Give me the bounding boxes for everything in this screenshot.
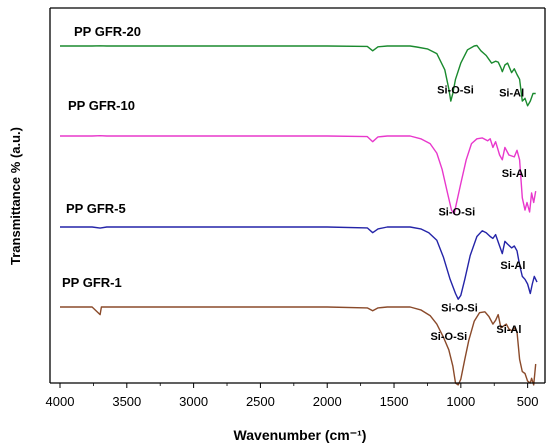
x-axis-title: Wavenumber (cm⁻¹) xyxy=(234,427,367,443)
axes-layer xyxy=(49,7,546,384)
peak-annotation: Si-Al xyxy=(496,324,521,336)
series-line-pp-gfr-5 xyxy=(60,226,538,300)
x-tick-label: 1500 xyxy=(380,394,409,409)
series-label: PP GFR-1 xyxy=(62,275,122,290)
peak-annotation: Si-Al xyxy=(500,260,525,272)
peak-annotation: Si-O-Si xyxy=(438,206,475,218)
x-tick-label: 500 xyxy=(517,394,539,409)
series-line-pp-gfr-20 xyxy=(60,44,536,107)
x-tick-label: 2000 xyxy=(313,394,342,409)
series-line-pp-gfr-10 xyxy=(60,135,537,215)
series-label: PP GFR-10 xyxy=(68,98,135,113)
x-tick-label: 4000 xyxy=(46,394,75,409)
series-line-pp-gfr-1 xyxy=(60,306,537,386)
peak-annotation: Si-O-Si xyxy=(437,84,474,96)
x-tick-label: 3500 xyxy=(112,394,141,409)
x-tick-label: 2500 xyxy=(246,394,275,409)
x-tick-label: 1000 xyxy=(446,394,475,409)
x-tick-layer: 4000 3500 3000 2500 2000 1500 1000 500 xyxy=(46,383,539,409)
peak-annotation: Si-Al xyxy=(502,168,527,180)
series-layer xyxy=(60,44,538,386)
x-tick-label: 3000 xyxy=(179,394,208,409)
series-label: PP GFR-20 xyxy=(74,24,141,39)
peak-annotation: Si-Al xyxy=(499,88,524,100)
y-axis-title: Transmittance % (a.u.) xyxy=(8,127,23,265)
peak-annotation: Si-O-Si xyxy=(441,302,478,314)
peak-annotation: Si-O-Si xyxy=(430,331,467,343)
label-layer: PP GFR-20 PP GFR-10 PP GFR-5 PP GFR-1 Si-Al S… xyxy=(62,24,527,343)
series-label: PP GFR-5 xyxy=(66,201,126,216)
